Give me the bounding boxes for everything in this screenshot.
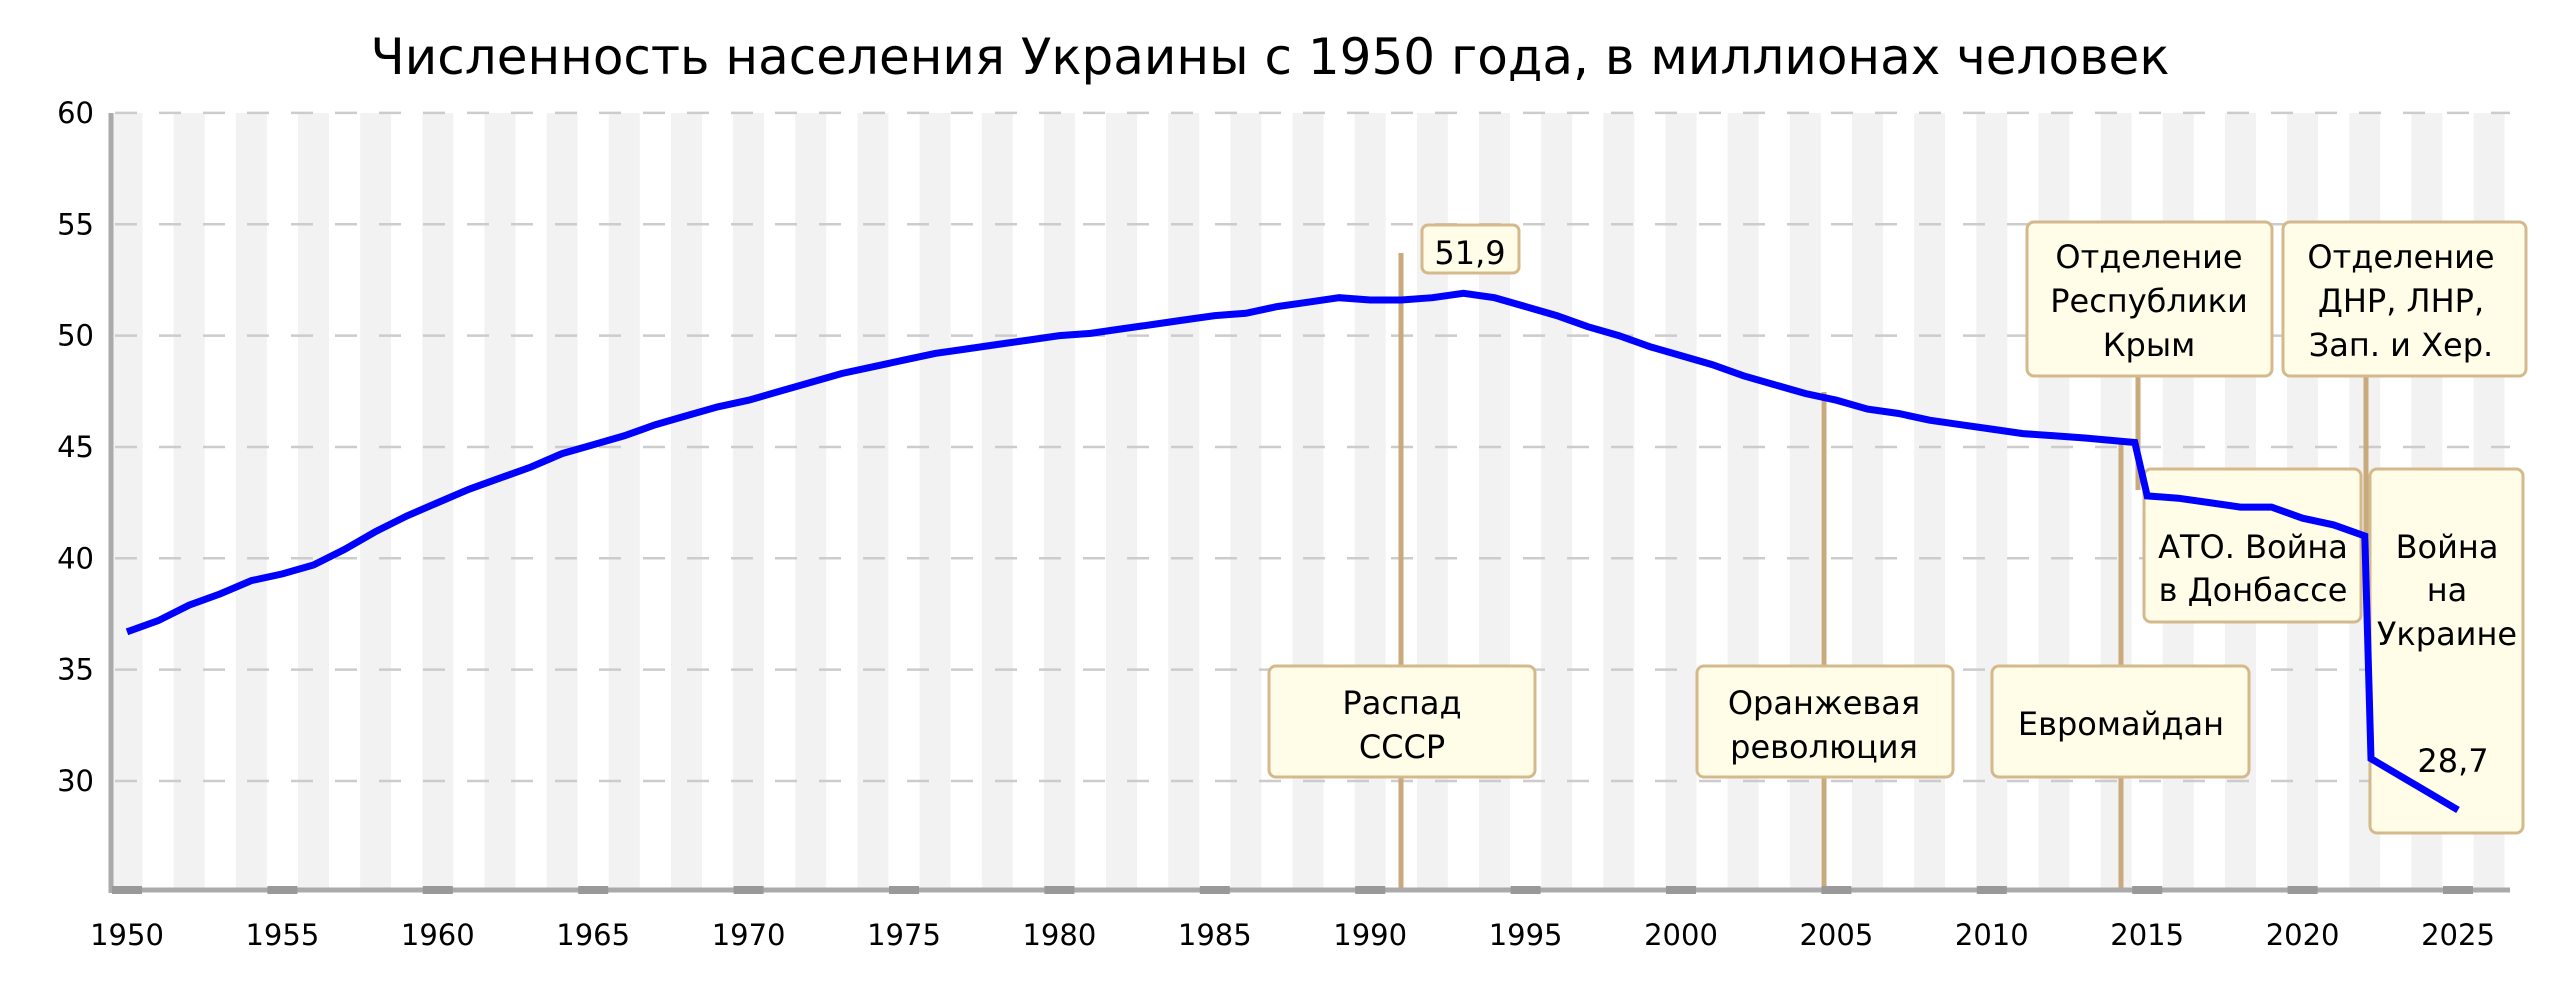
annotation-text: Отделение [2055, 238, 2242, 276]
x-tick-label: 1975 [867, 918, 941, 952]
annotation-box [1695, 664, 1955, 779]
x-tick-mark [112, 886, 142, 894]
annotation-text: 51,9 [1434, 234, 1505, 272]
x-tick-mark [1044, 886, 1075, 894]
x-tick-label: 2000 [1644, 918, 1718, 952]
x-tick-mark [889, 886, 919, 894]
annotation-text: СССР [1359, 728, 1445, 766]
year-stripe [919, 113, 951, 890]
year-stripe [733, 113, 765, 890]
annotation-text: революция [1730, 728, 1918, 766]
x-tick-mark [2132, 886, 2163, 894]
y-tick-label: 40 [57, 541, 94, 575]
x-tick-label: 1990 [1333, 918, 1407, 952]
year-stripe [235, 113, 267, 890]
y-tick-label: 35 [57, 653, 94, 687]
axes: 30 35 40 45 50 55 60 1950 1955 1960 1965 1970 1975 19… [57, 96, 2510, 952]
year-stripe [1665, 113, 1697, 890]
series [125, 289, 2460, 814]
x-tick-label: 1955 [245, 918, 319, 952]
annotation-box [1990, 664, 2251, 779]
annotation-box [2025, 220, 2274, 378]
y-tick-label: 30 [57, 764, 94, 798]
year-stripe [857, 113, 889, 890]
annotation-text: Крым [2103, 326, 2195, 364]
x-tick-mark [1821, 886, 1852, 894]
year-stripe [546, 113, 578, 890]
annotation-text: Зап. и Хер. [2309, 326, 2493, 364]
annotation-text: ДНР, ЛНР, [2318, 282, 2484, 320]
year-stripe [173, 113, 205, 890]
annotation-box [2281, 220, 2528, 378]
y-tick-label: 50 [57, 319, 94, 353]
x-tick-mark [2443, 886, 2473, 894]
population-line [125, 289, 2460, 814]
year-stripe [1230, 113, 1262, 890]
annotation-text: Республики [2050, 282, 2248, 320]
year-stripe [1043, 113, 1075, 890]
x-tick-label: 1965 [556, 918, 630, 952]
annotation-text: Оранжевая [1728, 684, 1920, 722]
chart-title: Численность населения Украины с 1950 год… [370, 28, 2169, 86]
year-stripe [1603, 113, 1635, 890]
x-tick-label: 1980 [1022, 918, 1096, 952]
annotation-text: в Донбассе [2159, 571, 2348, 609]
annotation-text: Украине [2377, 615, 2517, 653]
annotation-box [1267, 664, 1537, 779]
annotation-box [2142, 467, 2363, 624]
year-stripe [484, 113, 516, 890]
y-tick-label: 45 [57, 430, 94, 464]
x-tick-label: 2005 [1799, 918, 1873, 952]
x-tick-mark [2287, 886, 2318, 894]
x-tick-label: 1985 [1178, 918, 1252, 952]
y-tick-label: 55 [57, 207, 94, 241]
x-tick-label: 1995 [1489, 918, 1563, 952]
annotation-texts: 51,9 Распад СССР Оранжевая революция Евромайд… [1342, 234, 2517, 780]
x-tick-label: 1950 [90, 918, 164, 952]
x-tick-label: 1960 [401, 918, 475, 952]
x-tick-label: 1970 [712, 918, 786, 952]
year-stripe [360, 113, 392, 890]
annotation-text: 28,7 [2417, 742, 2488, 780]
x-tick-mark [1355, 886, 1386, 894]
x-tick-mark [1199, 886, 1230, 894]
x-tick-label: 2010 [1955, 918, 2029, 952]
x-tick-mark [422, 886, 453, 894]
x-tick-label: 2020 [2266, 918, 2340, 952]
year-stripe [297, 113, 329, 890]
year-stripe [670, 113, 702, 890]
annotation-box-peak [1420, 223, 1521, 275]
x-tick-label: 2025 [2421, 918, 2495, 952]
annotation-boxes [1267, 220, 2528, 835]
annotation-text: Отделение [2307, 238, 2494, 276]
year-stripe [981, 113, 1013, 890]
annotation-text: Распад [1342, 684, 1461, 722]
annotation-lines [1398, 253, 2369, 890]
year-stripe [1168, 113, 1200, 890]
year-stripe [1541, 113, 1573, 890]
year-stripe [608, 113, 640, 890]
annotation-text: на [2427, 571, 2468, 609]
x-tick-mark [1976, 886, 2007, 894]
year-stripe [111, 113, 143, 890]
year-stripe [795, 113, 827, 890]
x-tick-mark [578, 886, 609, 894]
y-tick-label: 60 [57, 96, 94, 130]
annotation-text: Евромайдан [2018, 705, 2224, 743]
x-tick-label: 2015 [2110, 918, 2184, 952]
annotation-text: Война [2396, 528, 2499, 566]
x-tick-mark [267, 886, 298, 894]
annotation-text: АТО. Война [2158, 528, 2348, 566]
x-tick-mark [733, 886, 764, 894]
x-tick-mark [1666, 886, 1696, 894]
x-tick-mark [1510, 886, 1541, 894]
year-stripe [1106, 113, 1138, 890]
